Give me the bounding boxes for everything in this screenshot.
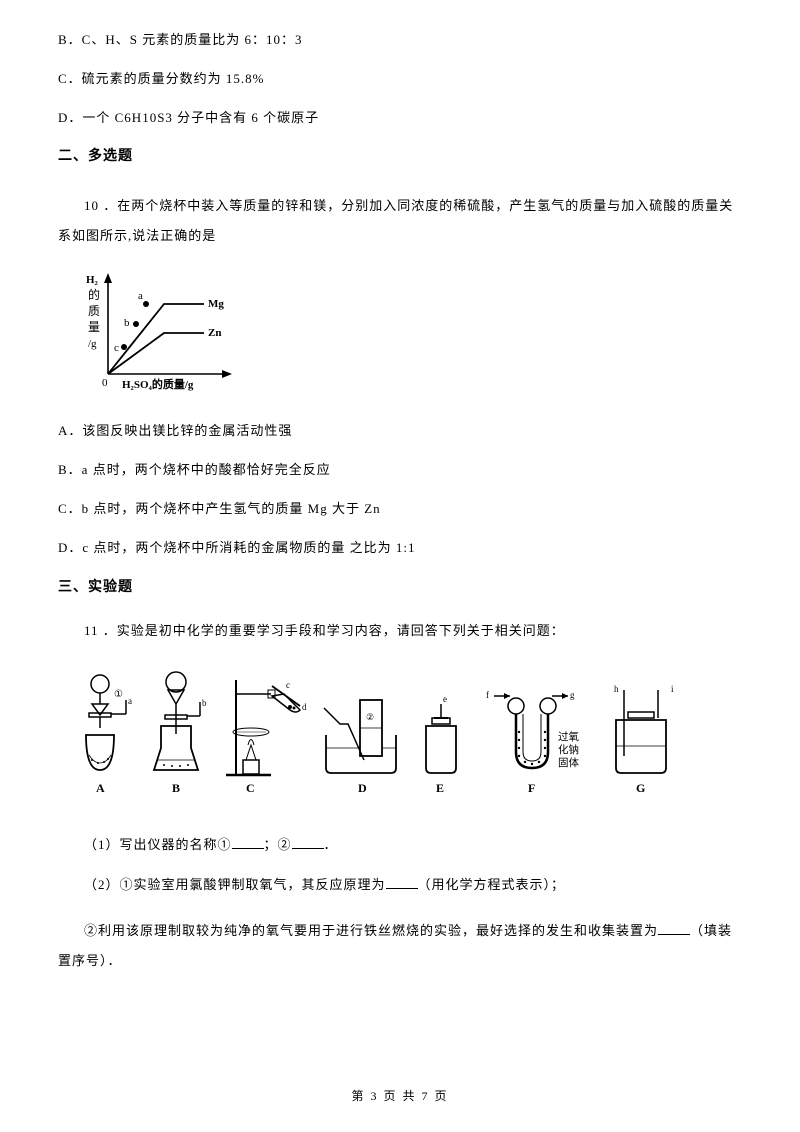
q11-sub2a: （2）①实验室用氯酸钾制取氧气，其反应原理为 （用化学方程式表示）；: [58, 875, 742, 896]
chart-ylabel-3: 量: [88, 320, 100, 334]
svg-text:D: D: [358, 781, 367, 795]
apparatus-e: e E: [426, 694, 456, 795]
svg-text:i: i: [671, 684, 674, 694]
apparatus-g: h i G: [614, 684, 674, 795]
svg-text:f: f: [486, 690, 489, 700]
svg-text:d: d: [302, 702, 307, 712]
point-b-dot: [133, 321, 139, 327]
blank-3: [386, 875, 418, 889]
q11-sub2b-prefix: ②利用该原理制取较为纯净的氧气要用于进行铁丝燃烧的实验，最好选择的发生和收集装置…: [84, 923, 658, 938]
chart-ylabel-0: H₂: [86, 274, 99, 286]
apparatus-f: f g 过氧 化钠 固体 F: [486, 690, 579, 795]
chart-xlabel: H₂SO₄的质量/g: [122, 377, 194, 391]
svg-text:c: c: [286, 680, 290, 690]
page-footer: 第 3 页 共 7 页: [0, 1087, 800, 1106]
svg-text:B: B: [172, 781, 180, 795]
chart-ylabel-4: /g: [88, 338, 97, 350]
option-b: B．C、H、S 元素的质量比为 6：10：3: [58, 30, 742, 51]
svg-text:固体: 固体: [558, 757, 579, 769]
point-b-label: b: [124, 317, 130, 329]
blank-4: [658, 921, 690, 935]
apparatus-a: ① a A: [86, 675, 132, 795]
svg-text:G: G: [636, 781, 645, 795]
svg-text:E: E: [436, 781, 444, 795]
chart-svg: H₂ 的 质 量 /g 0 H₂SO₄的质量/g Mg Zn a b c: [76, 269, 241, 397]
svg-text:b: b: [202, 698, 207, 708]
svg-text:a: a: [128, 696, 132, 706]
apparatus-b: b B: [154, 672, 207, 795]
svg-text:g: g: [570, 690, 575, 700]
q10-opt-c: C．b 点时，两个烧杯中产生氢气的质量 Mg 大于 Zn: [58, 499, 742, 520]
section2-heading: 二、多选题: [58, 146, 742, 168]
q11-sub1-suffix: ．: [324, 837, 338, 852]
q10-chart: H₂ 的 质 量 /g 0 H₂SO₄的质量/g Mg Zn a b c: [76, 269, 742, 404]
svg-text:h: h: [614, 684, 619, 694]
q10-opt-b: B．a 点时，两个烧杯中的酸都恰好完全反应: [58, 460, 742, 481]
q10-stem: 10 ．在两个烧杯中装入等质量的锌和镁，分别加入同浓度的稀硫酸，产生氢气的质量与…: [58, 191, 742, 251]
q11-apparatus: ① a A b B c: [76, 660, 742, 817]
x-axis-arrow: [222, 370, 232, 378]
apparatus-svg: ① a A b B c: [76, 660, 700, 810]
svg-text:化钠: 化钠: [558, 743, 579, 756]
blank-2: [292, 835, 324, 849]
svg-text:过氧: 过氧: [558, 730, 579, 743]
q11-sub1-prefix: （1）写出仪器的名称①: [84, 837, 232, 852]
q11-sub1: （1）写出仪器的名称① ；② ．: [58, 835, 742, 856]
apparatus-c: c d C: [226, 680, 307, 795]
y-axis-arrow: [104, 273, 112, 283]
point-c-label: c: [114, 342, 119, 354]
origin-label: 0: [102, 377, 108, 389]
svg-text:F: F: [528, 781, 535, 795]
q11-sub2a-prefix: （2）①实验室用氯酸钾制取氧气，其反应原理为: [84, 877, 386, 892]
point-a-dot: [143, 301, 149, 307]
point-a-label: a: [138, 290, 143, 302]
zn-label: Zn: [208, 327, 221, 339]
q10-opt-d: D．c 点时，两个烧杯中所消耗的金属物质的量 之比为 1:1: [58, 538, 742, 559]
q10-opt-a: A．该图反映出镁比锌的金属活动性强: [58, 421, 742, 442]
zn-line: [108, 333, 204, 374]
svg-text:A: A: [96, 781, 105, 795]
svg-text:C: C: [246, 781, 255, 795]
apparatus-d: ② D: [324, 700, 396, 795]
chart-ylabel-1: 的: [88, 287, 100, 302]
option-c: C．硫元素的质量分数约为 15.8%: [58, 69, 742, 90]
svg-text:e: e: [443, 694, 447, 704]
chart-ylabel-2: 质: [88, 304, 100, 318]
blank-1: [232, 835, 264, 849]
svg-text:①: ①: [114, 689, 123, 700]
point-c-dot: [121, 344, 127, 350]
option-d: D．一个 C6H10S3 分子中含有 6 个碳原子: [58, 108, 742, 129]
q11-sub1-mid: ；②: [264, 837, 292, 852]
q11-sub2a-suffix: （用化学方程式表示）；: [418, 877, 566, 892]
section3-heading: 三、实验题: [58, 577, 742, 599]
svg-text:②: ②: [366, 712, 374, 722]
mg-label: Mg: [208, 298, 224, 310]
q11-sub2b: ②利用该原理制取较为纯净的氧气要用于进行铁丝燃烧的实验，最好选择的发生和收集装置…: [58, 916, 742, 976]
q11-stem: 11 ．实验是初中化学的重要学习手段和学习内容，请回答下列关于相关问题：: [58, 621, 742, 642]
